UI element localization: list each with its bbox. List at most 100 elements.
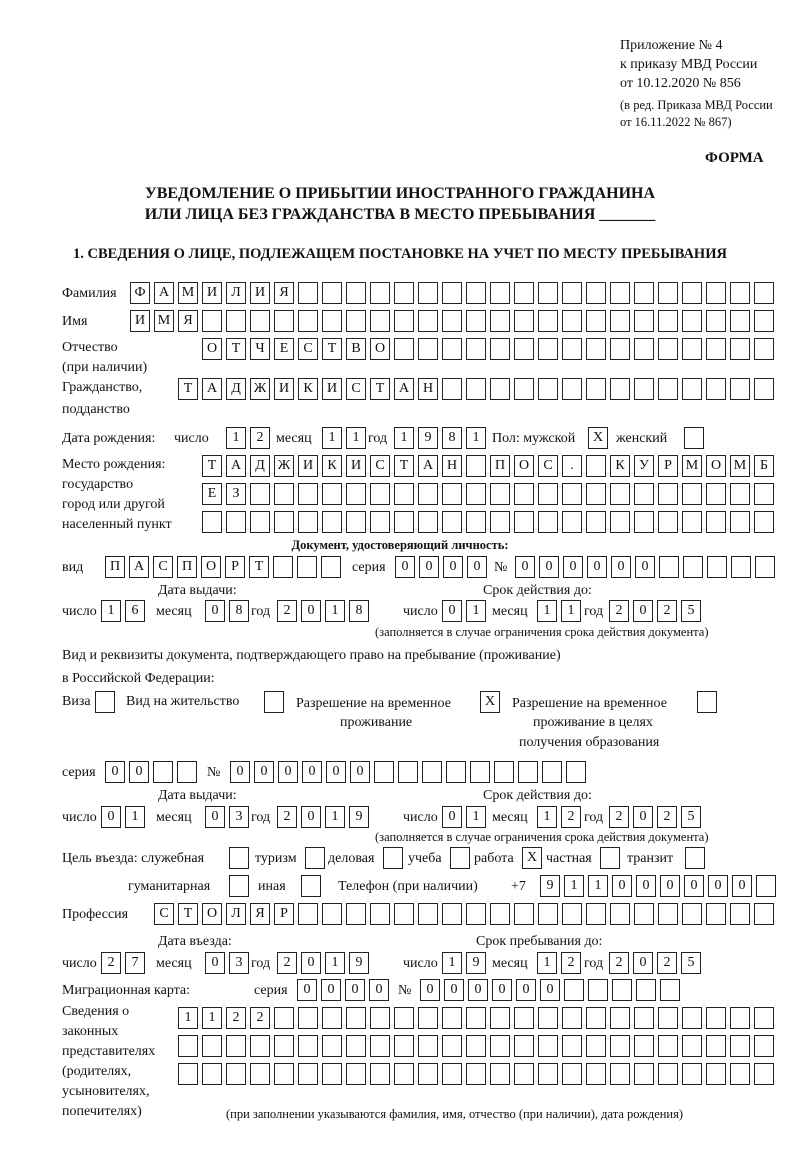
char-box[interactable]: 1 [466, 806, 486, 828]
char-box[interactable]: 9 [349, 806, 369, 828]
char-box[interactable] [660, 979, 680, 1001]
char-box[interactable] [202, 310, 222, 332]
char-box[interactable] [394, 338, 414, 360]
char-box[interactable] [514, 511, 534, 533]
char-box[interactable] [250, 483, 270, 505]
char-box[interactable] [754, 310, 774, 332]
char-box[interactable] [490, 282, 510, 304]
char-box[interactable]: 0 [301, 806, 321, 828]
char-box[interactable] [730, 338, 750, 360]
char-box[interactable] [178, 1063, 198, 1085]
char-box[interactable]: 1 [202, 1007, 222, 1029]
char-box[interactable]: П [177, 556, 197, 578]
char-box[interactable]: 0 [444, 979, 464, 1001]
char-box[interactable]: Ж [250, 378, 270, 400]
char-box[interactable]: 0 [442, 806, 462, 828]
char-box[interactable] [683, 556, 703, 578]
char-box[interactable] [610, 1007, 630, 1029]
char-box[interactable] [730, 903, 750, 925]
char-box[interactable] [442, 1035, 462, 1057]
char-box[interactable]: С [153, 556, 173, 578]
char-box[interactable] [322, 282, 342, 304]
checkbox[interactable] [685, 847, 705, 869]
char-box[interactable] [466, 310, 486, 332]
char-box[interactable]: А [226, 455, 246, 477]
char-box[interactable] [706, 282, 726, 304]
char-box[interactable]: А [129, 556, 149, 578]
char-box[interactable]: 0 [515, 556, 535, 578]
char-box[interactable] [490, 310, 510, 332]
checkbox[interactable] [450, 847, 470, 869]
char-box[interactable] [442, 903, 462, 925]
char-box[interactable] [610, 282, 630, 304]
char-box[interactable]: 1 [346, 427, 366, 449]
char-box[interactable]: О [202, 903, 222, 925]
char-box[interactable] [490, 1035, 510, 1057]
char-box[interactable] [202, 511, 222, 533]
char-box[interactable]: 0 [395, 556, 415, 578]
char-box[interactable]: 6 [125, 600, 145, 622]
char-box[interactable] [250, 310, 270, 332]
char-box[interactable] [250, 1035, 270, 1057]
char-box[interactable] [586, 338, 606, 360]
char-box[interactable] [418, 1035, 438, 1057]
char-box[interactable] [682, 1063, 702, 1085]
char-box[interactable] [153, 761, 173, 783]
char-box[interactable]: О [202, 338, 222, 360]
char-box[interactable] [730, 1035, 750, 1057]
char-box[interactable]: М [178, 282, 198, 304]
char-box[interactable] [754, 1035, 774, 1057]
char-box[interactable] [634, 338, 654, 360]
char-box[interactable] [298, 511, 318, 533]
char-box[interactable]: 0 [516, 979, 536, 1001]
char-box[interactable] [466, 282, 486, 304]
char-box[interactable] [586, 1063, 606, 1085]
char-box[interactable]: 1 [325, 600, 345, 622]
char-box[interactable]: 8 [349, 600, 369, 622]
char-box[interactable] [538, 1063, 558, 1085]
char-box[interactable]: 0 [492, 979, 512, 1001]
char-box[interactable]: 5 [681, 952, 701, 974]
char-box[interactable] [682, 282, 702, 304]
char-box[interactable] [490, 903, 510, 925]
char-box[interactable]: 2 [609, 806, 629, 828]
char-box[interactable] [682, 483, 702, 505]
char-box[interactable]: 5 [681, 806, 701, 828]
char-box[interactable]: И [274, 378, 294, 400]
char-box[interactable] [322, 483, 342, 505]
char-box[interactable]: 1 [322, 427, 342, 449]
char-box[interactable]: 9 [349, 952, 369, 974]
char-box[interactable] [562, 903, 582, 925]
char-box[interactable] [682, 903, 702, 925]
char-box[interactable]: 2 [657, 952, 677, 974]
char-box[interactable] [466, 1063, 486, 1085]
char-box[interactable]: 0 [732, 875, 752, 897]
char-box[interactable] [706, 1007, 726, 1029]
char-box[interactable] [610, 511, 630, 533]
char-box[interactable] [514, 338, 534, 360]
char-box[interactable]: 0 [420, 979, 440, 1001]
char-box[interactable] [226, 1035, 246, 1057]
char-box[interactable] [370, 511, 390, 533]
char-box[interactable] [466, 455, 486, 477]
char-box[interactable] [442, 338, 462, 360]
char-box[interactable]: 1 [466, 600, 486, 622]
char-box[interactable]: 2 [657, 806, 677, 828]
char-box[interactable]: Д [250, 455, 270, 477]
char-box[interactable]: 0 [612, 875, 632, 897]
char-box[interactable]: 0 [297, 979, 317, 1001]
char-box[interactable]: 0 [708, 875, 728, 897]
char-box[interactable]: 0 [230, 761, 250, 783]
char-box[interactable] [370, 1007, 390, 1029]
char-box[interactable] [538, 903, 558, 925]
char-box[interactable]: Д [226, 378, 246, 400]
char-box[interactable] [586, 903, 606, 925]
char-box[interactable] [322, 1035, 342, 1057]
char-box[interactable]: П [105, 556, 125, 578]
char-box[interactable] [682, 1007, 702, 1029]
char-box[interactable] [418, 483, 438, 505]
char-box[interactable]: 2 [561, 952, 581, 974]
char-box[interactable] [466, 483, 486, 505]
char-box[interactable] [346, 282, 366, 304]
char-box[interactable]: Т [322, 338, 342, 360]
